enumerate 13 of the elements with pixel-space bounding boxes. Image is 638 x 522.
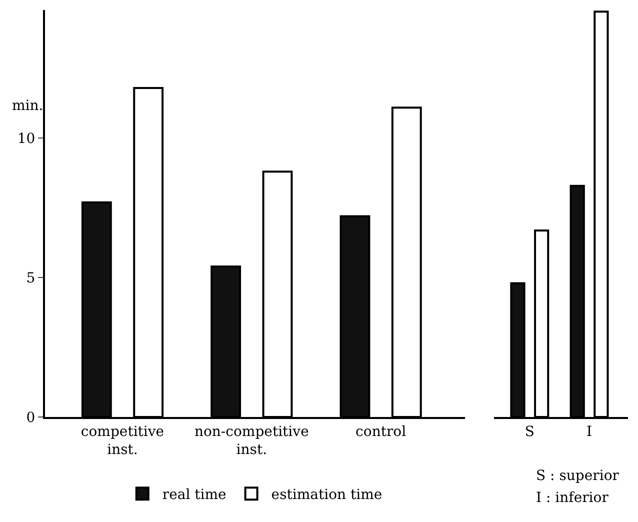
x-tick-label: non-competitive inst. xyxy=(194,424,309,458)
y-tick-label: 10 xyxy=(17,131,36,148)
legend-label: estimation time xyxy=(271,487,382,504)
y-tick-label: 0 xyxy=(26,410,36,426)
text: I : inferior xyxy=(536,490,609,506)
y-tick-label: 5 xyxy=(26,270,36,287)
y-axis-title: min. xyxy=(12,98,44,114)
legend-label: real time xyxy=(162,487,226,504)
x-tick-label: control xyxy=(356,424,407,440)
x-tick-label: I xyxy=(586,424,592,440)
text: S : superior xyxy=(536,468,620,484)
x-tick-label: S xyxy=(524,424,534,440)
x-tick-label: competitive inst. xyxy=(80,424,164,458)
